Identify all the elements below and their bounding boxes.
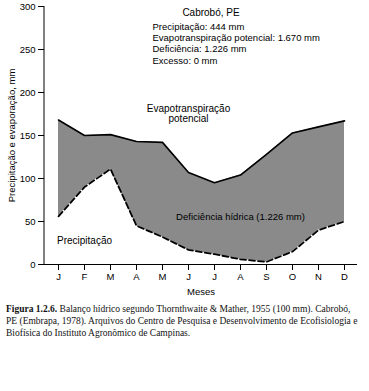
- svg-text:D: D: [341, 271, 348, 282]
- svg-text:J: J: [56, 271, 61, 282]
- svg-text:J: J: [212, 271, 217, 282]
- svg-text:Cabrobó, PE: Cabrobó, PE: [182, 7, 240, 18]
- svg-text:Evapotranspiraçãopotencial: Evapotranspiraçãopotencial: [147, 103, 231, 124]
- svg-text:N: N: [315, 271, 322, 282]
- svg-text:100: 100: [20, 173, 36, 184]
- svg-text:150: 150: [20, 130, 36, 141]
- svg-text:Precipitação: Precipitação: [57, 235, 112, 246]
- svg-text:A: A: [237, 271, 244, 282]
- svg-text:Meses: Meses: [187, 286, 215, 297]
- svg-text:O: O: [289, 271, 296, 282]
- svg-text:Deficiência hídrica (1.226 mm): Deficiência hídrica (1.226 mm): [176, 211, 305, 222]
- svg-text:Precipitação: 444 mmEvapotrans: Precipitação: 444 mmEvapotranspiração po…: [153, 21, 320, 66]
- svg-text:J: J: [186, 271, 191, 282]
- svg-text:A: A: [133, 271, 140, 282]
- svg-text:50: 50: [25, 216, 36, 227]
- svg-text:250: 250: [20, 44, 36, 55]
- svg-text:S: S: [263, 271, 269, 282]
- svg-text:Precipitação e evaporação, mm: Precipitação e evaporação, mm: [6, 69, 17, 203]
- svg-text:300: 300: [20, 1, 36, 12]
- svg-text:M: M: [159, 271, 167, 282]
- svg-text:200: 200: [20, 87, 36, 98]
- svg-text:M: M: [107, 271, 115, 282]
- svg-text:0: 0: [30, 259, 35, 270]
- svg-text:F: F: [82, 271, 88, 282]
- html-text:Figura 1.2.6. Balanço hídrico: Figura 1.2.6. Balanço hídrico segundo Th…: [6, 304, 358, 338]
